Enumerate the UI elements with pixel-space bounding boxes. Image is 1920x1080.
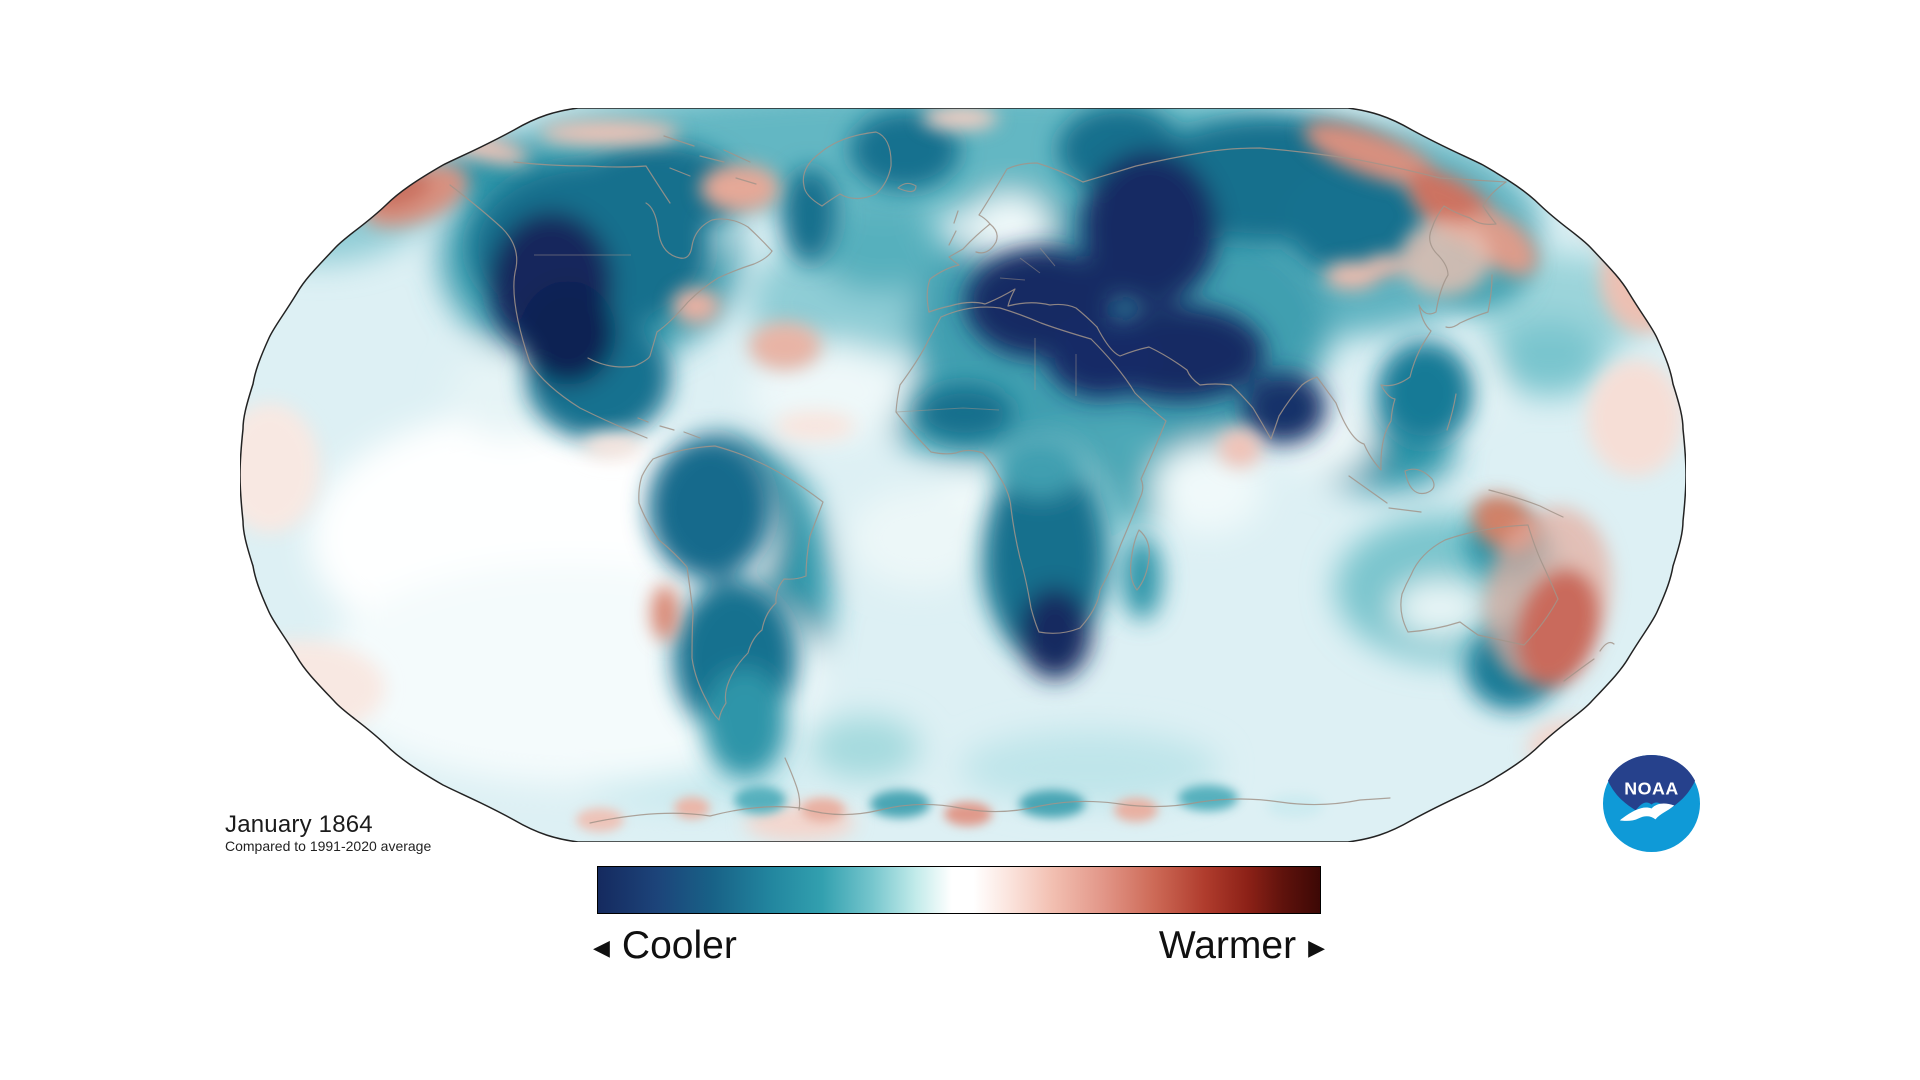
legend-warmer: Warmer ▶ xyxy=(1158,924,1325,967)
anomaly-blob xyxy=(968,194,1052,262)
anomaly-blobs-xs xyxy=(576,785,1323,832)
coastlines xyxy=(449,131,1615,824)
anomaly-blob xyxy=(672,288,720,324)
anomaly-blob xyxy=(850,110,960,190)
anomaly-blob xyxy=(240,403,320,533)
anomaly-blob xyxy=(582,433,642,459)
anomaly-blob xyxy=(1495,320,1605,396)
anomaly-blob xyxy=(998,438,1082,498)
map-outline xyxy=(240,108,1686,842)
cooler-arrow-icon: ◀ xyxy=(593,934,610,960)
warmer-label: Warmer xyxy=(1158,924,1297,967)
anomaly-blob xyxy=(749,322,821,370)
anomaly-blob xyxy=(1600,223,1686,333)
anomaly-blob xyxy=(810,716,920,780)
colorbar xyxy=(597,866,1321,914)
anomaly-blob xyxy=(775,411,855,441)
anomaly-blob xyxy=(1283,165,1427,275)
anomaly-blob xyxy=(700,164,780,212)
map-title: January 1864 xyxy=(225,811,373,838)
warmer-arrow-icon: ▶ xyxy=(1308,934,1325,960)
title-block: January 1864 Compared to 1991-2020 avera… xyxy=(225,811,432,856)
anomaly-blob xyxy=(1365,255,1405,277)
cooler-label: Cooler xyxy=(621,924,737,967)
legend-labels: ◀ Cooler Warmer ▶ xyxy=(593,924,1325,967)
anomaly-blob xyxy=(922,108,998,130)
anomaly-blob xyxy=(1122,536,1162,620)
anomaly-blob xyxy=(1047,318,1157,398)
anomaly-blob xyxy=(960,730,1220,806)
anomaly-blob xyxy=(944,802,992,826)
anomaly-blob xyxy=(1400,220,1490,296)
world-anomaly-map xyxy=(240,108,1686,842)
anomaly-blob xyxy=(870,790,930,818)
anomaly-blob xyxy=(1580,153,1686,253)
map-subtitle: Compared to 1991-2020 average xyxy=(225,838,432,855)
anomaly-blob xyxy=(540,120,680,146)
anomaly-blob xyxy=(1377,341,1473,445)
anomaly-blob xyxy=(1178,785,1238,811)
anomaly-blob xyxy=(815,203,945,293)
anomaly-blob xyxy=(1516,569,1600,687)
anomaly-blob xyxy=(703,668,787,778)
map-svg xyxy=(240,108,1686,842)
noaa-logo-text: NOAA xyxy=(1624,779,1678,799)
anomaly-blob xyxy=(850,488,990,588)
anomaly-blob xyxy=(1114,798,1158,822)
anomaly-blob xyxy=(801,798,845,822)
anomaly-blob xyxy=(651,585,679,641)
anomaly-blob xyxy=(520,281,616,385)
legend-cooler: ◀ Cooler xyxy=(593,924,737,967)
anomaly-blob xyxy=(1466,210,1538,276)
anomaly-blob xyxy=(1392,580,1488,636)
anomaly-blob xyxy=(782,168,838,264)
noaa-logo: NOAA xyxy=(1602,754,1701,853)
anomaly-blob xyxy=(1218,428,1262,468)
anomaly-blob xyxy=(917,385,1013,441)
country-borders xyxy=(534,247,1077,413)
anomaly-blob xyxy=(1082,150,1218,306)
anomaly-blob xyxy=(576,808,624,832)
noaa-logo-icon: NOAA xyxy=(1602,754,1701,853)
anomaly-blob xyxy=(648,436,772,580)
anomaly-blob xyxy=(1528,720,1612,776)
anomaly-blob xyxy=(1267,794,1323,818)
anomaly-blob xyxy=(1587,360,1683,476)
